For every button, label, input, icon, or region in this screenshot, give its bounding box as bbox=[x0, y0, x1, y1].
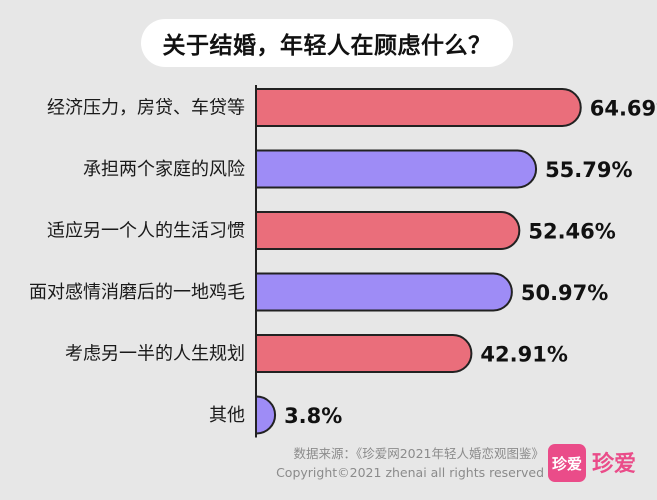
category-label-4: 考虑另一半的人生规划 bbox=[65, 344, 245, 365]
zhenai-logo-text: 珍爱 bbox=[592, 452, 637, 477]
category-label-3: 面对感情消磨后的一地鸡毛 bbox=[29, 282, 245, 303]
bar-5 bbox=[255, 395, 276, 435]
zhenai-logo-mark: 珍爱 bbox=[548, 444, 586, 482]
value-label-4: 42.91% bbox=[480, 343, 567, 367]
bar-0 bbox=[255, 88, 582, 127]
value-label-0: 64.69% bbox=[590, 97, 657, 121]
category-label-5: 其他 bbox=[209, 405, 245, 426]
chart-title: 关于结婚，年轻人在顾虑什么？ bbox=[141, 19, 513, 67]
copyright-note: Copyright©2021 zhenai all rights reserve… bbox=[276, 465, 544, 480]
value-label-5: 3.8% bbox=[284, 404, 342, 428]
category-label-0: 经济压力，房贷、车贷等 bbox=[47, 98, 245, 119]
value-label-3: 50.97% bbox=[521, 281, 608, 305]
bar-1 bbox=[255, 149, 537, 189]
bar-3 bbox=[255, 272, 513, 312]
bar-2 bbox=[255, 211, 521, 250]
category-label-2: 适应另一个人的生活习惯 bbox=[47, 221, 245, 242]
source-note: 数据来源：《珍爱网2021年轻人婚恋观图鉴》 bbox=[293, 446, 544, 461]
value-label-1: 55.79% bbox=[545, 158, 632, 182]
bar-4 bbox=[255, 334, 473, 373]
category-label-1: 承担两个家庭的风险 bbox=[83, 159, 245, 180]
value-label-2: 52.46% bbox=[528, 220, 615, 244]
